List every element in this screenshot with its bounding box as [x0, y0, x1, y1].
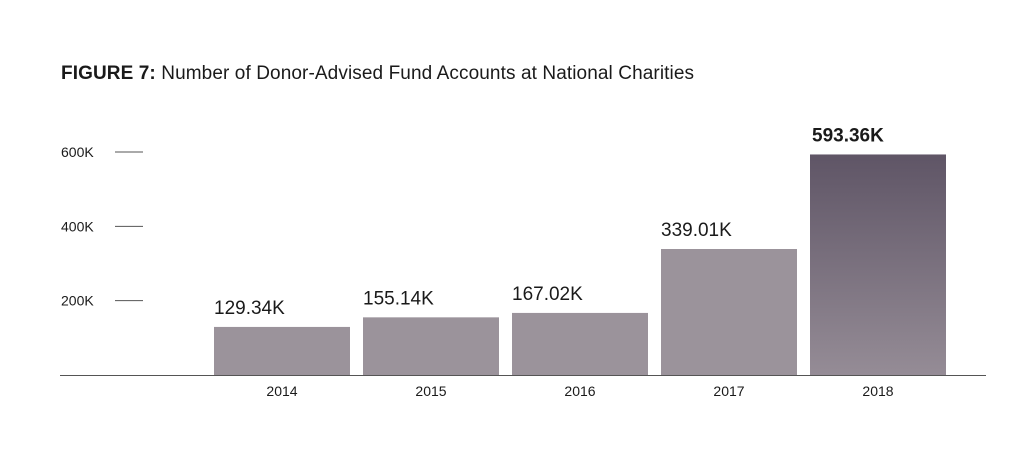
y-axis: 200K 400K 600K — [61, 144, 143, 309]
data-label-2015: 155.14K — [363, 288, 434, 309]
figure-title-text: Number of Donor-Advised Fund Accounts at… — [161, 63, 695, 84]
x-tick-label-2016: 2016 — [564, 383, 595, 399]
x-tick-label-2017: 2017 — [713, 383, 744, 399]
x-tick-label-2018: 2018 — [862, 383, 893, 399]
x-axis: 2014 2015 2016 2017 2018 — [60, 375, 986, 399]
bar-2015 — [363, 317, 499, 375]
bar-2014 — [214, 326, 350, 375]
data-label-2016: 167.02K — [512, 284, 583, 305]
y-tick-label: 600K — [61, 144, 94, 160]
bar-2018 — [810, 154, 946, 375]
bar-2016 — [512, 312, 648, 375]
x-tick-label-2014: 2014 — [266, 383, 297, 399]
figure-number: FIGURE 7: — [61, 63, 156, 84]
bar-2017 — [661, 249, 797, 375]
y-tick-label: 400K — [61, 218, 94, 234]
y-tick-label: 200K — [61, 293, 94, 309]
data-label-2018: 593.36K — [812, 125, 884, 146]
data-label-2017: 339.01K — [661, 220, 732, 241]
data-label-2014: 129.34K — [214, 298, 285, 319]
bars-group: 129.34K 155.14K 167.02K 339.01K 593.36K — [214, 125, 946, 375]
chart-title: FIGURE 7: Number of Donor-Advised Fund A… — [61, 62, 694, 86]
x-tick-label-2015: 2015 — [415, 383, 446, 399]
